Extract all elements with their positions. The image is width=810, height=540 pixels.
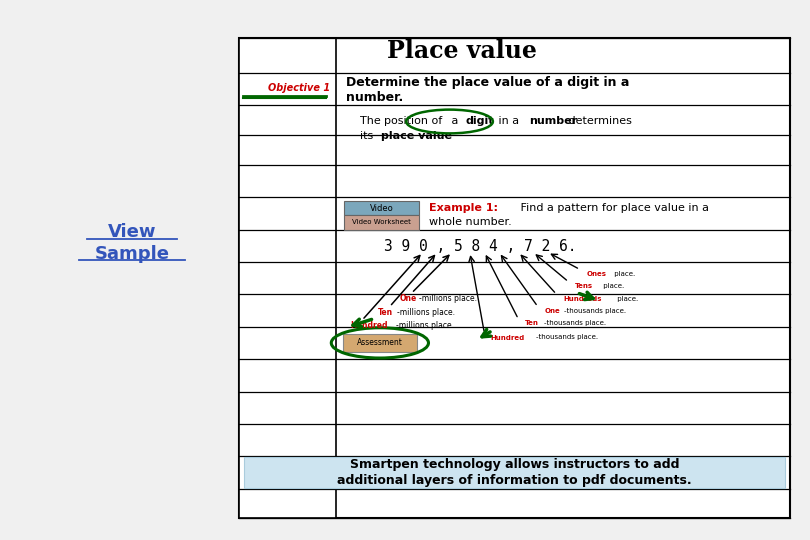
Text: Example 1:: Example 1: (429, 204, 498, 213)
Text: 3 9 0 , 5 8 4 , 7 2 6.: 3 9 0 , 5 8 4 , 7 2 6. (384, 239, 577, 254)
Text: number: number (530, 117, 578, 126)
Text: place.: place. (612, 271, 636, 277)
FancyBboxPatch shape (239, 38, 336, 518)
Text: Find a pattern for place value in a: Find a pattern for place value in a (517, 204, 709, 213)
Text: determines: determines (565, 117, 632, 126)
Text: digit: digit (466, 117, 494, 126)
Text: Ten: Ten (377, 308, 393, 316)
FancyBboxPatch shape (344, 201, 419, 215)
FancyBboxPatch shape (239, 38, 790, 518)
Text: Ones: Ones (586, 271, 607, 277)
Text: its: its (360, 131, 377, 141)
Text: additional layers of information to pdf documents.: additional layers of information to pdf … (337, 474, 692, 487)
Text: .: . (447, 131, 450, 141)
FancyBboxPatch shape (343, 334, 417, 352)
Text: Ten: Ten (525, 320, 539, 327)
FancyBboxPatch shape (244, 457, 785, 488)
Text: a: a (448, 117, 462, 126)
Text: Smartpen technology allows instructors to add: Smartpen technology allows instructors t… (350, 458, 679, 471)
Text: The: The (360, 117, 385, 126)
Text: Tens: Tens (575, 283, 593, 289)
Text: whole number.: whole number. (429, 217, 512, 227)
Text: -thousands place.: -thousands place. (564, 308, 626, 314)
Text: in a: in a (495, 117, 522, 126)
Text: Video Worksheet: Video Worksheet (352, 219, 411, 226)
Text: View: View (108, 223, 156, 241)
Text: One: One (544, 308, 560, 314)
Text: Video: Video (369, 204, 394, 213)
Text: Hundred: Hundred (350, 321, 387, 330)
Text: place value: place value (381, 131, 452, 141)
Text: -thousands place.: -thousands place. (536, 334, 599, 341)
Text: Determine the place value of a digit in a: Determine the place value of a digit in … (346, 76, 629, 89)
Text: Objective 1: Objective 1 (267, 83, 330, 93)
Text: -thousands place.: -thousands place. (544, 320, 607, 327)
Text: Assessment: Assessment (357, 339, 403, 347)
Text: Place value: Place value (387, 39, 537, 63)
Text: Hundred: Hundred (491, 334, 525, 341)
Text: -millions place.: -millions place. (396, 321, 454, 330)
FancyBboxPatch shape (344, 215, 419, 230)
Text: place.: place. (601, 283, 625, 289)
Text: Sample: Sample (95, 245, 169, 263)
Text: -millions place.: -millions place. (420, 294, 477, 303)
Text: Hundreds: Hundreds (563, 295, 602, 302)
Text: place.: place. (615, 295, 638, 302)
Text: -millions place.: -millions place. (398, 308, 455, 316)
Text: position of: position of (384, 117, 442, 126)
Text: One: One (399, 294, 416, 303)
Text: number.: number. (346, 91, 403, 104)
